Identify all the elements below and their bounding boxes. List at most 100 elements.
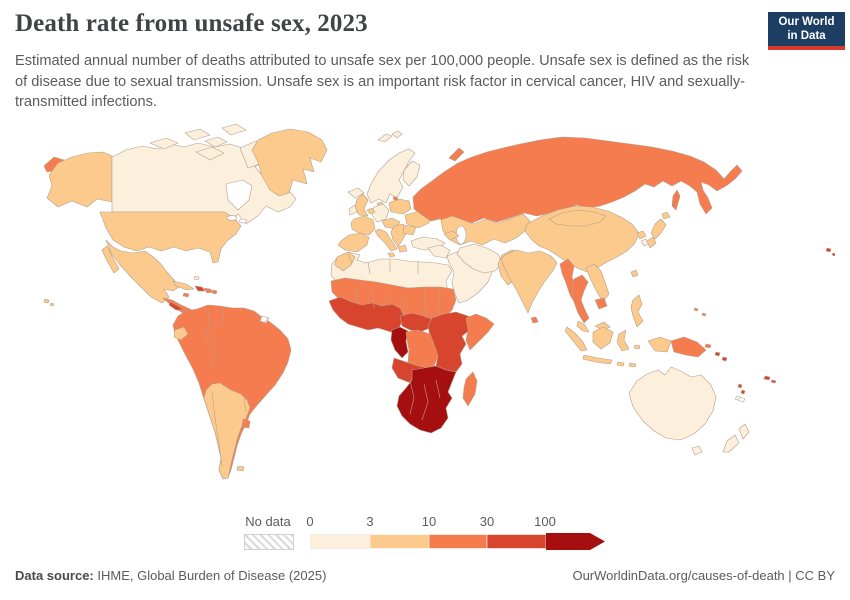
region-southern-africa[interactable] <box>396 365 457 434</box>
country-greece[interactable] <box>397 244 408 253</box>
country-united-states-alaska[interactable] <box>46 151 113 208</box>
country-italy[interactable] <box>374 228 398 252</box>
country-new-zealand[interactable] <box>722 423 750 453</box>
legend-bin-30-100[interactable] <box>486 534 547 549</box>
country-romania-bulgaria[interactable] <box>402 224 417 236</box>
country-india[interactable] <box>500 249 558 314</box>
country-united-states[interactable] <box>99 211 242 264</box>
south-america-internal-borders <box>204 306 247 467</box>
country-vietnam-laos[interactable] <box>585 263 610 303</box>
country-cambodia[interactable] <box>594 297 608 310</box>
country-philippines[interactable] <box>630 294 644 328</box>
country-taiwan[interactable] <box>630 269 639 278</box>
country-north-korea[interactable] <box>636 230 647 240</box>
data-source-note: Data source: IHME, Global Burden of Dise… <box>15 568 327 583</box>
svalbard-islands[interactable] <box>391 130 403 139</box>
region-southern-cone[interactable] <box>203 382 251 480</box>
great-lakes <box>226 215 238 221</box>
country-nicaragua[interactable] <box>168 301 184 311</box>
country-iran[interactable] <box>456 243 503 274</box>
country-australia[interactable] <box>628 366 717 441</box>
russia-novaya-zemlya[interactable] <box>448 147 465 162</box>
region-russia-central-asia <box>412 136 743 246</box>
region-south-america <box>172 304 292 480</box>
legend-bin-10-30[interactable] <box>428 534 488 549</box>
territory-new-caledonia[interactable] <box>734 395 746 403</box>
legend-bin-3-10[interactable] <box>369 534 430 549</box>
region-europe <box>337 130 432 258</box>
country-somalia[interactable] <box>465 313 495 351</box>
country-norway-sweden[interactable] <box>366 148 416 204</box>
chart-footer: Data source: IHME, Global Burden of Dise… <box>15 568 835 583</box>
falkland-islands[interactable] <box>236 465 245 472</box>
country-ecuador[interactable] <box>173 326 189 341</box>
country-france[interactable] <box>350 215 376 236</box>
country-russia[interactable] <box>412 136 743 224</box>
legend-tick-10: 10 <box>421 514 437 529</box>
legend-no-data-label: No data <box>245 514 291 529</box>
pacific-island-dots[interactable] <box>693 247 835 362</box>
data-source-label: Data source: <box>15 568 94 583</box>
page-title: Death rate from unsafe sex, 2023 <box>15 10 368 37</box>
world-choropleth-map <box>43 123 835 480</box>
owid-url-license-link[interactable]: OurWorldinData.org/causes-of-death | CC … <box>572 568 835 583</box>
country-morocco[interactable] <box>334 251 356 272</box>
region-caucasus[interactable] <box>443 230 460 241</box>
owid-logo[interactable]: Our World in Data <box>768 12 845 50</box>
mexico-baja-peninsula[interactable] <box>101 245 120 274</box>
country-madagascar[interactable] <box>462 371 478 407</box>
country-dominican-republic[interactable] <box>203 287 214 294</box>
country-thailand[interactable] <box>571 274 590 324</box>
australia-tasmania[interactable] <box>691 445 703 456</box>
russia-sakhalin[interactable] <box>671 189 681 211</box>
legend-tick-30: 30 <box>479 514 495 529</box>
svalbard-islands[interactable] <box>377 133 393 143</box>
country-gabon-congo[interactable] <box>390 326 409 359</box>
country-iraq-syria[interactable] <box>427 244 451 259</box>
region-asia <box>500 205 835 368</box>
legend-tick-100: 100 <box>534 514 556 529</box>
legend-bin-100-plus[interactable] <box>546 533 605 550</box>
africa-internal-borders <box>347 253 441 421</box>
region-west-africa[interactable] <box>328 296 405 335</box>
region-iberia[interactable] <box>337 232 370 253</box>
country-japan[interactable] <box>646 211 671 249</box>
region-oceania <box>628 366 777 456</box>
logo-line1: Our World <box>778 15 835 28</box>
chart-subtitle: Estimated annual number of deaths attrib… <box>15 53 750 111</box>
legend-color-bar <box>310 533 605 550</box>
territory-french-guiana[interactable] <box>259 315 270 324</box>
island-sicily[interactable] <box>387 252 396 258</box>
country-iceland[interactable] <box>347 187 365 199</box>
country-mongolia-border <box>548 209 607 227</box>
country-finland[interactable] <box>402 160 421 187</box>
region-benelux[interactable] <box>366 207 376 215</box>
canada-arctic-islands[interactable] <box>149 123 267 169</box>
country-sri-lanka[interactable] <box>530 316 539 324</box>
country-papua-new-guinea[interactable] <box>670 336 707 358</box>
legend-bin-0-3[interactable] <box>310 534 371 549</box>
country-ireland[interactable] <box>348 204 358 216</box>
country-mexico[interactable] <box>105 239 181 304</box>
country-haiti[interactable] <box>194 285 206 292</box>
region-africa <box>328 251 495 434</box>
great-lakes <box>238 218 248 224</box>
country-germany-central-europe[interactable] <box>371 203 390 223</box>
country-greenland[interactable] <box>251 128 328 197</box>
logo-line2: in Data <box>787 30 826 42</box>
country-uruguay[interactable] <box>241 418 251 429</box>
legend-no-data-swatch[interactable] <box>244 534 294 550</box>
country-malaysia[interactable] <box>576 320 590 333</box>
country-vanuatu[interactable] <box>737 383 746 395</box>
country-indonesia[interactable] <box>564 326 672 368</box>
russia-kaliningrad[interactable] <box>392 196 399 201</box>
hawaii-islands[interactable] <box>43 298 55 307</box>
region-north-america <box>43 123 328 319</box>
country-united-kingdom[interactable] <box>354 193 369 217</box>
legend-tick-3: 3 <box>366 514 374 529</box>
legend-tick-0: 0 <box>306 514 314 529</box>
country-poland-baltics[interactable] <box>388 198 412 215</box>
country-cuba[interactable] <box>172 280 195 291</box>
country-fiji[interactable] <box>763 375 777 384</box>
